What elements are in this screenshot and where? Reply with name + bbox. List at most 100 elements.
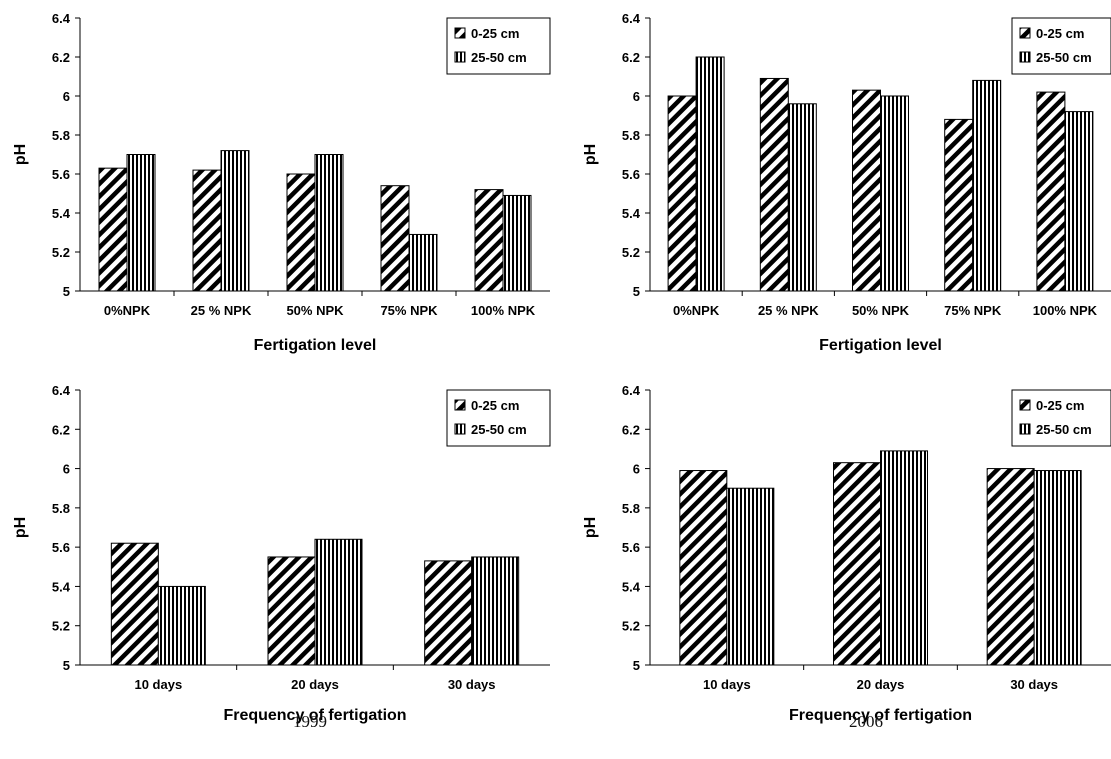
y-tick-label: 5.6 [52,540,70,555]
y-tick-label: 5.8 [622,501,640,516]
y-tick-label: 6.4 [622,11,641,26]
legend-label: 25-50 cm [1036,50,1092,65]
bar-depth-0-25 [679,470,728,666]
x-tick-label: 75% NPK [380,303,438,318]
bar-depth-0-25 [267,556,316,666]
bar-depth-25-50 [726,487,775,666]
legend-box [1011,389,1111,447]
legend-label: 0-25 cm [471,398,519,413]
chart-panel-3: 5 5.2 5.4 5.6 5.8 6 6.2 6.4 10 days 20 days 30 day… [12,383,551,724]
legend-label: 25-50 cm [471,50,527,65]
bar-depth-0-25 [944,118,974,292]
x-tick-label: 25 % NPK [191,303,252,318]
legend-swatch [1019,27,1031,39]
y-tick-label: 5.8 [52,128,70,143]
x-axis-title: Fertigation level [819,337,942,354]
y-tick-label: 5.4 [622,206,641,221]
bar-depth-0-25 [986,468,1035,666]
y-tick-label: 6.2 [52,422,70,437]
bar-depth-0-25 [192,169,222,292]
x-axis-title: Frequency of fertigation [223,707,406,724]
y-axis-title: pH [582,517,599,538]
bar-depth-25-50 [314,538,363,666]
x-tick-label: 20 days [857,677,905,692]
bar-depth-25-50 [471,556,520,666]
x-axis-title: Frequency of fertigation [789,707,972,724]
caption-2006: 2006 [849,712,883,731]
legend-label: 0-25 cm [471,26,519,41]
bar-depth-0-25 [424,560,473,666]
x-tick-label: 0%NPK [104,303,151,318]
y-tick-label: 5 [633,658,640,673]
legend-box [1011,17,1111,75]
legend-label: 25-50 cm [1036,422,1092,437]
legend-swatch [454,27,466,39]
legend-swatch [454,423,466,435]
y-tick-label: 6 [63,89,70,104]
y-axis-title: pH [582,144,599,165]
bar-depth-0-25 [833,462,881,666]
legend-box [446,17,551,75]
y-tick-label: 6 [633,89,640,104]
bar-depth-25-50 [880,95,909,292]
bar-depth-25-50 [1033,470,1082,666]
x-tick-label: 10 days [703,677,751,692]
legend-label: 0-25 cm [1036,398,1084,413]
x-tick-label: 100% NPK [1033,303,1098,318]
legend-swatch [454,51,466,63]
caption-1999: 1999 [293,712,327,731]
x-tick-label: 75% NPK [944,303,1002,318]
bar-depth-25-50 [880,450,928,666]
bar-depth-25-50 [1064,111,1094,292]
y-tick-label: 5 [633,284,640,299]
chart-panel-4: 5 5.2 5.4 5.6 5.8 6 6.2 6.4 10 days 20 days 30 day… [582,383,1111,724]
x-tick-label: 100% NPK [471,303,536,318]
legend: 0-25 cm 25-50 cm [1011,17,1111,75]
y-tick-label: 5.2 [52,619,70,634]
y-tick-label: 5.6 [52,167,70,182]
bar-depth-25-50 [502,194,532,292]
legend: 0-25 cm 25-50 cm [1011,389,1111,447]
legend: 0-25 cm 25-50 cm [446,17,551,75]
bar-depth-25-50 [972,79,1002,292]
y-tick-label: 5.8 [52,501,70,516]
bar-depth-25-50 [157,585,206,666]
chart-panel-2: 5 5.2 5.4 5.6 5.8 6 6.2 6.4 0%NPK 25 % NPK 50% NPK… [582,11,1111,354]
legend-swatch [1019,399,1031,411]
y-tick-label: 5 [63,284,70,299]
legend-swatch [1019,423,1031,435]
chart-panel-1: 5 5.2 5.4 5.6 5.8 6 6.2 6.4 0%NPK 25 % NPK 50% NPK… [12,11,551,354]
y-tick-label: 5 [63,658,70,673]
legend: 0-25 cm 25-50 cm [446,389,551,447]
bar-depth-0-25 [98,167,128,292]
legend-swatch [454,399,466,411]
bar-depth-25-50 [408,233,438,292]
x-tick-label: 50% NPK [286,303,344,318]
legend-swatch [1019,51,1031,63]
y-tick-label: 6 [63,462,70,477]
y-tick-label: 6 [633,462,640,477]
x-tick-label: 10 days [134,677,182,692]
y-tick-label: 5.2 [622,245,640,260]
y-tick-label: 5.4 [52,206,71,221]
bar-depth-0-25 [759,77,789,292]
y-tick-label: 6.4 [52,11,71,26]
legend-label: 0-25 cm [1036,26,1084,41]
bar-depth-0-25 [852,89,881,292]
bar-depth-0-25 [110,542,159,666]
bar-depth-0-25 [1036,91,1066,292]
y-tick-label: 5.4 [52,579,71,594]
bar-depth-0-25 [474,189,504,292]
y-tick-label: 6.2 [622,422,640,437]
y-tick-label: 5.6 [622,167,640,182]
x-tick-label: 30 days [448,677,496,692]
bar-depth-0-25 [380,185,410,292]
y-axis-title: pH [12,144,29,165]
bar-depth-0-25 [286,173,316,292]
x-tick-label: 50% NPK [852,303,910,318]
y-tick-label: 5.4 [622,579,641,594]
x-tick-label: 20 days [291,677,339,692]
y-axis-title: pH [12,517,29,538]
bar-depth-25-50 [787,103,817,292]
